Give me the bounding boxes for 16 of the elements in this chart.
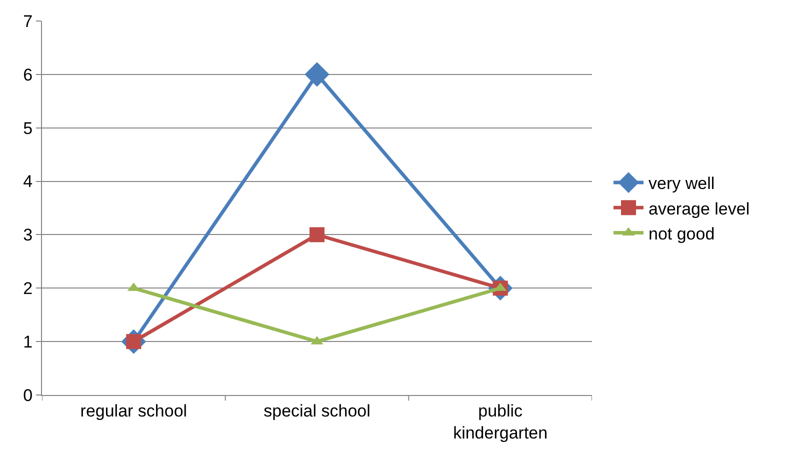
legend-label: very well (648, 174, 715, 194)
y-tick-label: 0 (23, 386, 33, 405)
point (310, 227, 324, 242)
y-tick-label: 6 (23, 65, 33, 84)
legend-label: not good (648, 224, 715, 244)
x-tick-label: special school (264, 401, 370, 420)
point (304, 62, 330, 87)
x-tick-label: public kindergarten (453, 401, 548, 442)
y-tick-label: 3 (23, 226, 33, 245)
legend-label: average level (648, 199, 750, 218)
y-tick-label: 2 (23, 279, 33, 298)
y-tick-label: 1 (23, 332, 33, 352)
y-tick-label: 7 (23, 12, 33, 31)
y-tick-label: 4 (23, 172, 33, 192)
y-tick-label: 5 (23, 118, 33, 138)
x-tick-label: regular school (80, 401, 188, 420)
